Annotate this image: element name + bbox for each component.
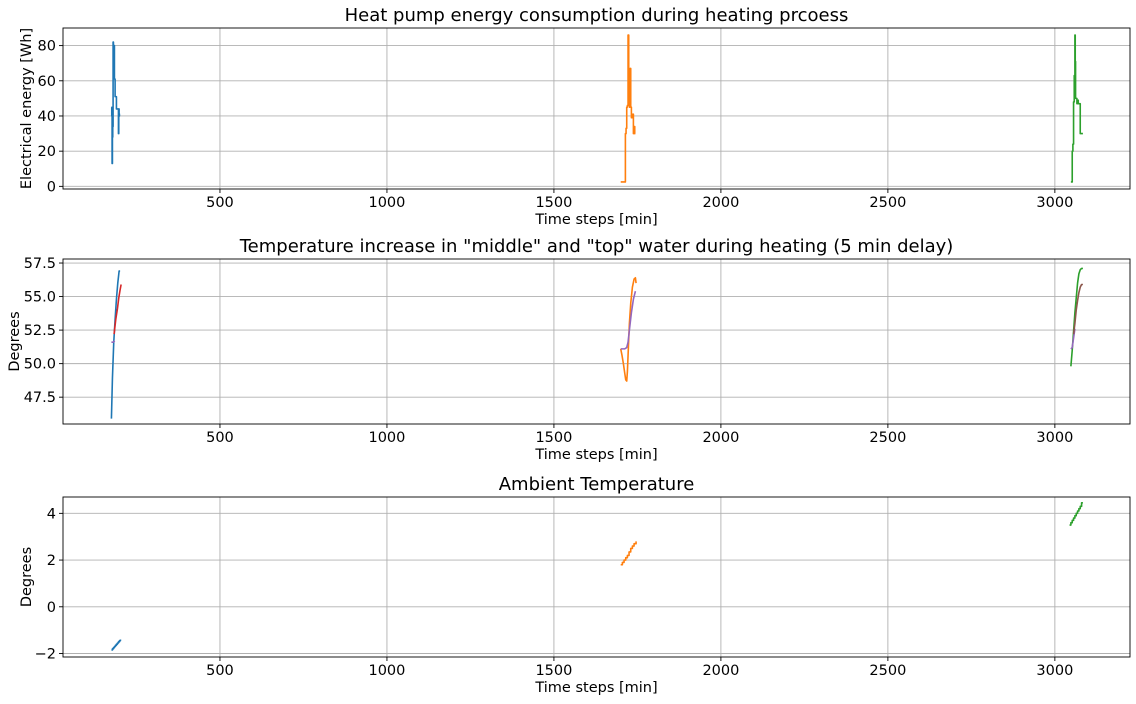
y-tick-label: 55.0 (24, 290, 56, 306)
y-tick-label: −2 (35, 646, 56, 662)
x-axis-label: Time steps [min] (534, 212, 657, 228)
series-line-2 (111, 340, 116, 343)
y-tick-label: 4 (47, 506, 56, 522)
y-tick-label: 52.5 (24, 323, 56, 339)
x-tick-label: 1000 (368, 430, 405, 446)
x-axis-label: Time steps [min] (534, 680, 657, 696)
x-tick-label: 500 (206, 430, 234, 446)
series-line-2 (620, 34, 636, 183)
x-tick-label: 1500 (535, 195, 572, 211)
y-axis-label: Degrees (19, 547, 35, 607)
y-tick-label: 80 (38, 39, 56, 55)
panel-ambient-temperature: Ambient Temperature Time steps [min] Deg… (19, 474, 1131, 696)
y-tick-label: 60 (38, 74, 56, 90)
grid (63, 28, 1130, 189)
series-line-6 (1070, 267, 1083, 367)
series-line-3 (1069, 502, 1083, 526)
x-tick-label: 2000 (702, 430, 739, 446)
y-tick-label: 0 (47, 600, 56, 616)
panel-title: Temperature increase in "middle" and "to… (239, 236, 954, 257)
series-line-3 (113, 284, 122, 335)
x-tick-label: 2500 (869, 430, 906, 446)
panel-energy-consumption: Heat pump energy consumption during heat… (19, 5, 1131, 228)
panel-title: Ambient Temperature (499, 474, 695, 495)
plot-frame (62, 27, 1131, 190)
y-axis-label: Degrees (7, 311, 23, 371)
x-tick-label: 3000 (1036, 195, 1073, 211)
x-tick-label: 2000 (702, 195, 739, 211)
series-line-2 (620, 541, 637, 566)
x-tick-label: 1000 (368, 195, 405, 211)
y-tick-label: 47.5 (24, 390, 56, 406)
x-tick-label: 3000 (1036, 430, 1073, 446)
series-line-5 (620, 291, 637, 350)
series-line-1 (111, 639, 122, 651)
x-tick-label: 3000 (1036, 663, 1073, 679)
series-line-4 (619, 276, 637, 382)
y-tick-label: 50.0 (24, 357, 56, 373)
y-tick-label: 0 (47, 179, 56, 195)
grid (63, 259, 1130, 424)
x-tick-label: 1000 (368, 663, 405, 679)
panel-water-temperature: Temperature increase in "middle" and "to… (7, 236, 1131, 463)
x-axis-label: Time steps [min] (534, 447, 657, 463)
y-tick-label: 57.5 (24, 256, 56, 272)
y-tick-label: 40 (38, 109, 56, 125)
x-tick-label: 1500 (535, 430, 572, 446)
x-tick-label: 2000 (702, 663, 739, 679)
x-tick-label: 2500 (869, 663, 906, 679)
y-axis-label: Electrical energy [Wh] (19, 28, 35, 189)
plot-frame (62, 258, 1131, 425)
x-tick-label: 500 (206, 663, 234, 679)
series-line-1 (110, 270, 121, 419)
x-tick-label: 2500 (869, 195, 906, 211)
x-tick-label: 500 (206, 195, 234, 211)
series-line-8 (1072, 283, 1083, 335)
y-tick-label: 2 (47, 553, 56, 569)
panel-title: Heat pump energy consumption during heat… (345, 5, 849, 26)
grid (63, 497, 1130, 657)
series-line-1 (110, 41, 121, 165)
plot-frame (62, 496, 1131, 658)
x-tick-label: 1500 (535, 663, 572, 679)
series-line-3 (1070, 34, 1083, 183)
y-tick-label: 20 (38, 144, 56, 160)
